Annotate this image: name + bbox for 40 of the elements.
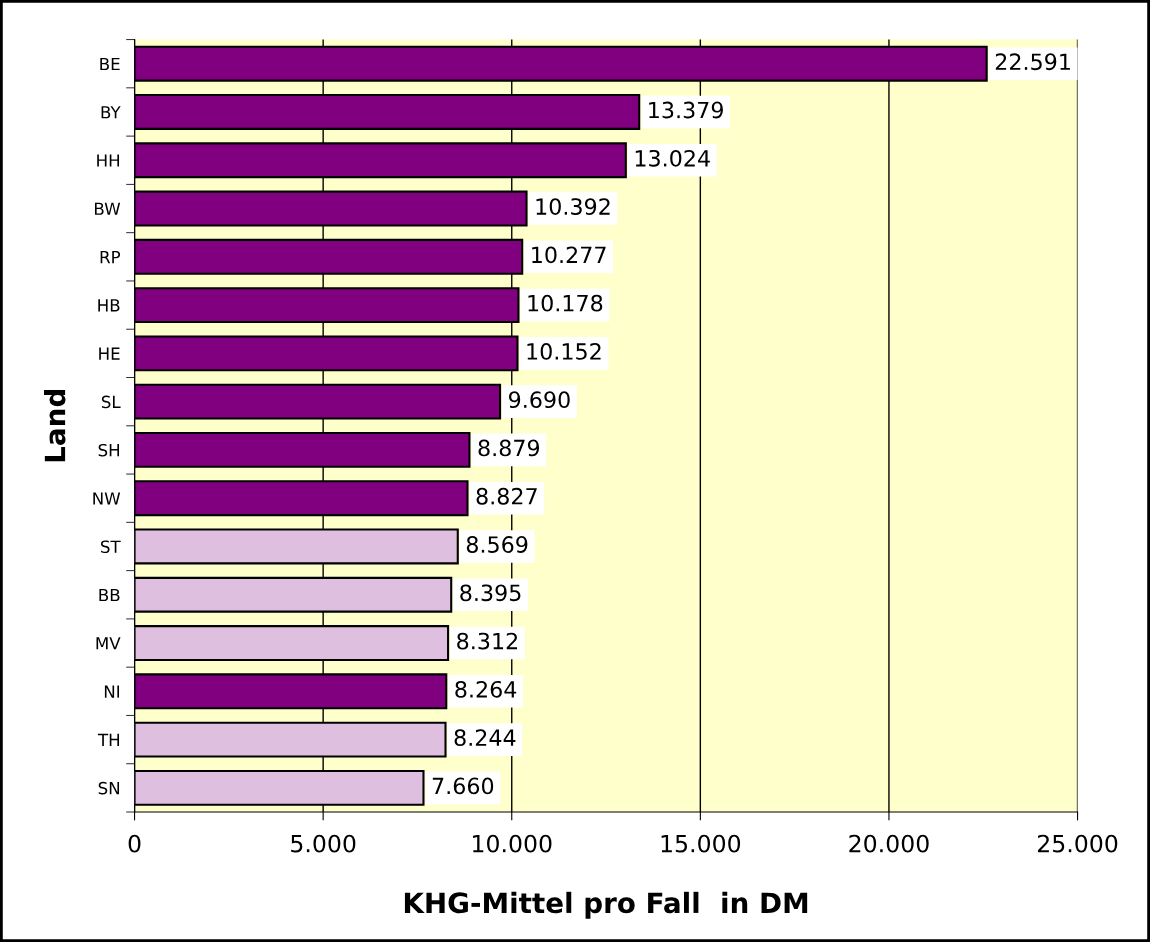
data-label: 13.024	[635, 149, 710, 167]
data-label: 9.690	[509, 391, 570, 409]
data-label: 8.827	[476, 487, 537, 505]
y-tick-label: SL	[101, 395, 121, 409]
y-tick-label: BB	[99, 588, 120, 602]
x-tick-label: 0	[128, 834, 141, 853]
x-tick-label: 15.000	[661, 834, 741, 853]
y-tick-label: BY	[101, 106, 121, 119]
data-label: 22.591	[995, 53, 1070, 71]
data-label: 8.264	[455, 680, 517, 698]
data-label: 10.392	[536, 198, 610, 215]
y-tick-label: HE	[99, 347, 120, 360]
y-tick-label: TH	[97, 733, 120, 746]
y-tick-label: NI	[104, 685, 120, 698]
x-tick-label: 20.000	[849, 834, 929, 853]
data-label: 8.879	[478, 439, 540, 457]
data-label: 10.277	[532, 246, 606, 264]
x-tick-label: 10.000	[473, 834, 552, 853]
data-label: 10.178	[528, 294, 603, 312]
data-label: 8.244	[454, 729, 516, 747]
y-tick-label: SN	[98, 781, 120, 795]
y-tick-label: NW	[93, 492, 121, 505]
data-label: 8.569	[466, 536, 528, 553]
y-tick-label: HB	[98, 299, 120, 312]
y-tick-label: HH	[97, 154, 120, 167]
data-label: 13.379	[649, 101, 723, 119]
y-tick-label: BW	[94, 202, 121, 215]
x-tick-label: 25.000	[1037, 834, 1118, 853]
x-axis-title: KHG-Mittel pro Fall in DM	[404, 891, 808, 919]
y-tick-label: BE	[100, 57, 120, 71]
data-label: 7.660	[432, 777, 494, 795]
data-label: 8.312	[457, 632, 518, 650]
y-tick-label: RP	[100, 250, 121, 264]
y-tick-label: ST	[101, 540, 121, 554]
y-tick-label: MV	[96, 637, 121, 650]
data-label: 8.395	[460, 584, 521, 602]
y-axis-title: Land	[44, 390, 66, 462]
data-label: 10.152	[527, 343, 601, 360]
y-tick-label: SH	[98, 443, 120, 457]
x-tick-label: 5.000	[291, 834, 356, 853]
